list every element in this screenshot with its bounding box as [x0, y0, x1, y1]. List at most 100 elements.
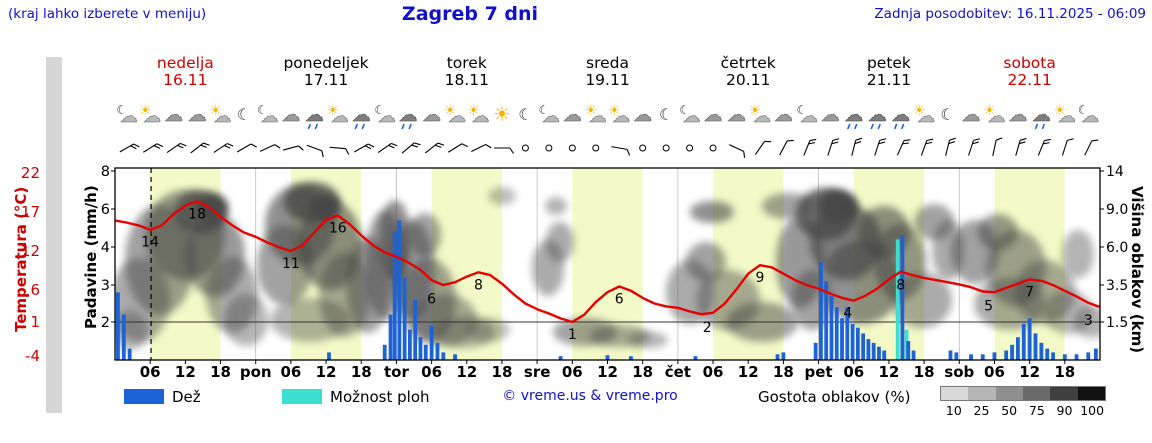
rain-bar [1039, 342, 1044, 360]
svg-text:☁: ☁ [727, 104, 746, 126]
wind-barb-icon [236, 143, 257, 153]
rain-bar [327, 352, 331, 360]
wind-barb-icon [329, 146, 350, 155]
svg-text:☁: ☁ [1058, 106, 1076, 127]
svg-text:☁: ☁ [962, 104, 981, 126]
moon-icon: ☾ [237, 105, 251, 124]
svg-text:☁: ☁ [563, 104, 582, 126]
cloud-icon: ☁ [703, 104, 723, 127]
temperature-value-label: 18 [188, 206, 206, 222]
cloud-blob [466, 318, 510, 342]
rain-bar [423, 344, 428, 360]
cloud-icon: ☁ [422, 104, 442, 127]
cloud-density-tick-labels: 10 25 50 75 90 100 [940, 403, 1106, 419]
day-header-nedelja: nedelja 16.11 [125, 55, 245, 89]
wind-barb-icon [401, 142, 421, 154]
precip-tick-label: 2 [101, 315, 110, 331]
cloud-blob [628, 332, 668, 348]
wind-calm-icon [521, 144, 529, 152]
temperature-value-label: 6 [615, 292, 624, 308]
day-name: četrtek [720, 54, 776, 72]
rain-bar [413, 299, 418, 360]
rain-bar [453, 354, 457, 360]
rain-bar [906, 341, 911, 360]
day-abbr-label: pet [805, 363, 833, 381]
time-label: 06 [280, 363, 301, 381]
svg-text:☾: ☾ [796, 103, 807, 117]
day-name: sreda [586, 54, 629, 72]
rain-bar [382, 344, 387, 360]
wind-barb-icon [447, 143, 468, 153]
svg-text:☾: ☾ [374, 103, 385, 117]
day-headers-row: nedelja 16.11 ponedeljek 17.11 torek 18.11 sre… [0, 55, 1152, 93]
rain-bar [127, 348, 132, 360]
svg-text:☀: ☀ [913, 103, 926, 119]
wind-barb-icon [283, 145, 304, 151]
time-label: 06 [843, 363, 864, 381]
rain-bar [882, 350, 887, 360]
temp-tick-label: 22 [21, 164, 40, 182]
svg-text:☾: ☾ [659, 105, 673, 124]
rain-bar [116, 292, 120, 360]
day-name: petek [866, 54, 911, 72]
page-title: Zagreb 7 dni [401, 3, 539, 25]
cloud-blob [409, 213, 441, 257]
precip-tick-label: 4 [101, 240, 110, 256]
svg-text:☁: ☁ [143, 106, 161, 127]
svg-text:☁: ☁ [844, 104, 863, 126]
svg-text:☁: ☁ [352, 104, 371, 126]
density-tick-label: 75 [1028, 403, 1045, 418]
svg-text:☁: ☁ [987, 106, 1005, 127]
temperature-value-label: 11 [282, 256, 300, 272]
time-label: 18 [632, 363, 653, 381]
shower-swatch [282, 389, 322, 404]
cloud-blob [270, 298, 350, 342]
wind-barb-icon [166, 142, 187, 154]
temperature-value-label: 1 [568, 327, 577, 343]
sun-cloud-icon: ☀☁ [444, 103, 467, 127]
svg-text:☾: ☾ [538, 103, 549, 117]
rain-bar [834, 307, 839, 360]
cloud-tick-label: 14 [1106, 164, 1124, 180]
rain-bar [850, 323, 855, 360]
credit-link[interactable]: © vreme.us & vreme.pro [502, 388, 678, 404]
wind-barb-icon [471, 143, 492, 153]
day-header-ponedeljek: ponedeljek 17.11 [266, 55, 386, 89]
svg-text:☁: ☁ [164, 104, 183, 126]
time-label: 12 [597, 363, 618, 381]
legend-row: Dež Možnost ploh © vreme.us & vreme.pro … [0, 385, 1152, 430]
rain-cloud-icon: ☁ [305, 104, 324, 130]
rain-cloud-icon: ☁ [398, 104, 418, 130]
rain-bar [1093, 348, 1098, 360]
wind-barb-icon [143, 143, 164, 153]
density-step [968, 387, 996, 400]
left-gutter-strip [46, 57, 62, 413]
density-step [995, 387, 1023, 400]
rain-bar [840, 318, 844, 360]
temperature-value-label: 5 [984, 299, 993, 315]
svg-text:☁: ☁ [1081, 106, 1099, 127]
temperature-value-label: 4 [843, 306, 852, 322]
day-name: torek [446, 54, 487, 72]
density-step [1077, 387, 1105, 400]
moon-icon: ☾ [518, 105, 532, 124]
rain-bar [948, 350, 953, 360]
temp-tick-label: -4 [25, 347, 40, 365]
svg-text:☁: ☁ [260, 106, 278, 127]
wind-barb-icon [1061, 138, 1074, 156]
svg-text:☁: ☁ [774, 104, 793, 126]
svg-text:☁: ☁ [683, 106, 701, 127]
sun-cloud-icon: ☀☁ [913, 103, 936, 127]
svg-text:☀: ☀ [608, 103, 621, 119]
svg-text:☁: ☁ [281, 104, 300, 126]
sun-icon: ☀ [493, 102, 511, 126]
svg-text:☁: ☁ [704, 104, 723, 126]
moon-icon: ☾ [940, 105, 954, 124]
temperature-value-label: 8 [474, 277, 483, 293]
svg-text:☀: ☀ [467, 103, 480, 119]
rain-cloud-icon: ☁ [844, 104, 864, 130]
temperature-line [115, 200, 1100, 324]
rain-bar [558, 356, 563, 360]
temperature-value-label: 6 [427, 292, 436, 308]
shower-bar [895, 239, 900, 360]
